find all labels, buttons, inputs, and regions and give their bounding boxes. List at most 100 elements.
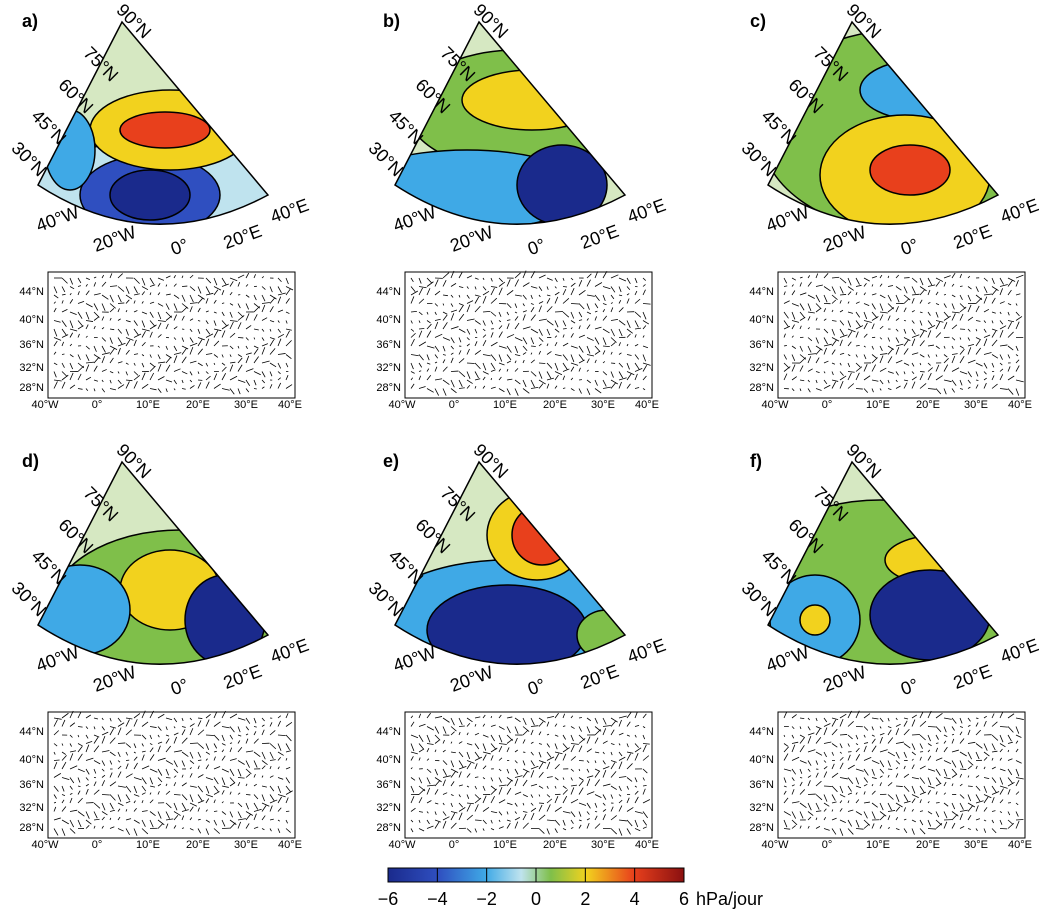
wind-arrow	[189, 342, 198, 347]
wind-arrow	[839, 277, 847, 284]
colorbar-tick-label: 4	[630, 889, 640, 909]
wind-arrow	[277, 382, 282, 389]
wind-arrow	[871, 738, 876, 744]
wind-arrow	[855, 743, 859, 746]
wind-arrow	[610, 815, 617, 821]
wind-arrow	[490, 362, 496, 370]
wind-arrow	[562, 819, 566, 826]
wind-arrow	[863, 345, 866, 348]
wind-arrow	[935, 364, 940, 372]
wind-arrow	[157, 823, 163, 829]
wind-arrow	[165, 379, 173, 383]
wind-arrow	[101, 379, 104, 383]
wind-arrow	[261, 751, 266, 760]
wind-arrow	[410, 383, 415, 389]
wind-arrow	[927, 362, 931, 366]
wind-arrow	[77, 743, 83, 747]
wind-arrow	[602, 379, 607, 387]
wind-arrow	[237, 311, 244, 318]
wind-arrow	[927, 777, 932, 786]
sector-outline	[37, 460, 270, 665]
wind-arrow	[442, 272, 450, 279]
wind-arrow	[93, 818, 100, 821]
wind-arrow	[205, 764, 210, 770]
wind-arrow	[514, 717, 521, 723]
wind-arrow	[506, 354, 512, 361]
wind-arrow	[594, 760, 597, 764]
wind-arrow	[642, 362, 651, 366]
field-blob	[461, 69, 603, 131]
wind-arrow	[815, 303, 822, 310]
wind-arrow	[77, 790, 81, 795]
wind-arrow	[434, 303, 438, 307]
wind-arrow	[245, 325, 252, 330]
wind-arrow	[181, 717, 184, 722]
wind-arrow	[602, 809, 607, 812]
wind-arrow	[799, 760, 807, 764]
wind-arrow	[554, 806, 562, 812]
wind-arrow	[943, 379, 952, 383]
wind-arrow	[77, 365, 85, 372]
wind-arrow	[554, 734, 559, 737]
wind-arrow	[895, 741, 904, 744]
wind-arrow	[554, 777, 559, 781]
wind-arrow	[141, 765, 150, 770]
wind-arrow	[943, 792, 947, 795]
wind-arrow	[879, 760, 885, 768]
wind-arrow	[815, 810, 822, 812]
wind-lat-tick: 40°N	[749, 754, 774, 766]
wind-map-frame	[47, 271, 296, 399]
wind-arrow	[586, 358, 590, 364]
wind-arrow	[823, 794, 828, 802]
wind-arrow	[530, 760, 535, 767]
wind-arrow	[285, 777, 291, 784]
wind-arrow	[879, 815, 885, 821]
wind-arrow	[61, 309, 68, 313]
wind-arrow	[919, 799, 922, 804]
wind-arrow	[514, 279, 519, 287]
wind-arrow	[245, 750, 254, 753]
wind-arrow	[983, 751, 990, 757]
wind-arrow	[229, 822, 236, 829]
wind-arrow	[911, 743, 916, 751]
wind-arrow	[85, 811, 90, 819]
wind-arrow	[69, 320, 74, 329]
wind-arrow	[1007, 311, 1010, 316]
wind-arrow	[165, 717, 173, 721]
wind-arrow	[959, 783, 963, 787]
wind-arrow	[847, 277, 852, 286]
wind-arrow	[213, 362, 216, 366]
wind-arrow	[823, 808, 827, 812]
wind-arrow	[791, 354, 796, 361]
wind-arrow	[799, 365, 804, 372]
wind-arrow	[895, 286, 902, 291]
wind-arrow	[285, 722, 293, 727]
wind-arrow	[951, 726, 955, 731]
wind-arrow	[919, 277, 924, 286]
wind-arrow	[245, 388, 250, 393]
wind-arrow	[69, 765, 78, 770]
wind-arrow	[125, 379, 133, 382]
wind-arrow	[839, 762, 844, 770]
wind-arrow	[570, 333, 574, 338]
wind-arrow	[951, 345, 954, 349]
wind-arrow	[498, 726, 505, 730]
wind-arrow	[602, 294, 606, 302]
wind-arrow	[919, 286, 927, 292]
wind-arrow	[157, 322, 162, 330]
wind-arrow	[269, 775, 274, 778]
wind-arrow	[269, 294, 277, 300]
wind-arrow	[855, 311, 861, 318]
wind-arrow	[149, 324, 157, 330]
wind-arrow	[157, 277, 165, 281]
wind-arrow	[839, 756, 844, 761]
wind-arrow	[93, 811, 98, 819]
wind-arrow	[999, 757, 1002, 761]
wind-arrow	[77, 301, 85, 304]
wind-arrow	[999, 726, 1008, 728]
wind-arrow	[269, 805, 273, 812]
wind-arrow	[125, 362, 129, 365]
wind-arrow	[85, 335, 88, 338]
wind-arrow	[943, 746, 948, 753]
wind-arrow	[205, 292, 214, 296]
